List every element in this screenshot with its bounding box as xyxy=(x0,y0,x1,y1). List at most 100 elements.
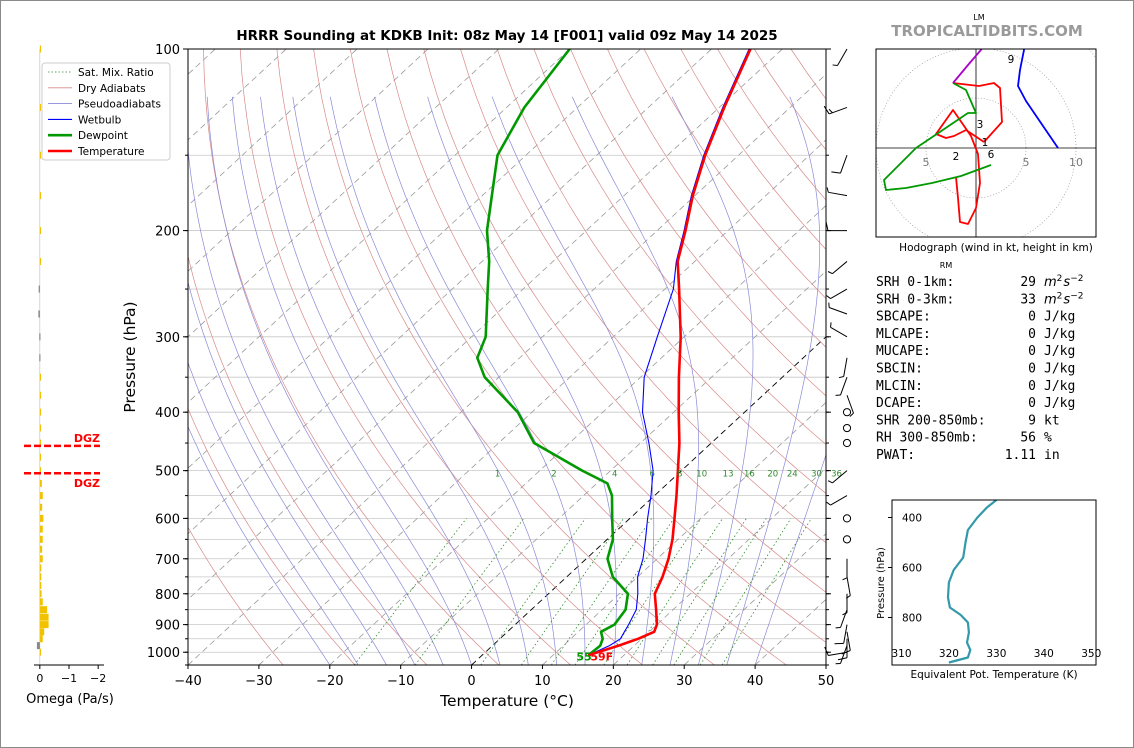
wind-barb-flag xyxy=(826,187,829,193)
omega-bar xyxy=(39,257,42,265)
omega-bar xyxy=(39,648,42,656)
wind-barb-shaft xyxy=(828,191,848,197)
index-label: DCAPE: xyxy=(876,396,923,411)
wind-barb-shaft xyxy=(846,576,851,596)
hodo-height-label: 3 xyxy=(977,119,984,131)
hodo-trace-9+ xyxy=(1017,49,1059,149)
dgz-label: DGZ xyxy=(74,477,100,490)
y-tick-label: 1000 xyxy=(147,646,180,661)
legend-entry: Dewpoint xyxy=(78,130,128,142)
hodo-height-label: 1 xyxy=(982,137,989,149)
index-label: MUCAPE: xyxy=(876,344,931,359)
isotherm-line xyxy=(329,204,826,665)
mixing-ratio-label: 13 xyxy=(723,469,734,479)
isotherm-line xyxy=(754,598,826,665)
legend-entry: Temperature xyxy=(77,146,145,158)
legend-entry: Dry Adiabats xyxy=(78,83,146,95)
unit-exp: 2 xyxy=(1057,274,1063,284)
chart-title: HRRR Sounding at KDKB Init: 08z May 14 [… xyxy=(236,28,777,44)
mixing-ratio-label: 8 xyxy=(677,469,682,479)
index-value: 0 xyxy=(1028,379,1036,394)
mixing-ratio-line xyxy=(721,518,812,665)
x-tick-label: 20 xyxy=(605,674,622,689)
legend-entry: Sat. Mix. Ratio xyxy=(78,67,154,79)
temperature-trace xyxy=(587,49,752,657)
surface-dewpoint-label: 55 xyxy=(576,650,591,663)
dry-adiabat-line xyxy=(386,49,826,643)
dry-adiabat-line xyxy=(901,49,1134,665)
moist-adiabat-line xyxy=(427,96,617,665)
moist-adiabat-line xyxy=(188,280,387,665)
isotherm-line xyxy=(471,336,826,665)
hodo-trace-0-1 xyxy=(935,109,985,225)
isotherm-line xyxy=(542,401,826,665)
mixing-ratio-label: 24 xyxy=(787,469,798,479)
surface-temperature-label: 59F xyxy=(590,650,613,663)
x-tick-label: −10 xyxy=(387,674,414,689)
calm-wind-circle xyxy=(842,408,852,417)
hodo-ring-label: 5 xyxy=(923,156,930,169)
legend: Sat. Mix. Ratio Dry Adiabats Pseudoadiabat… xyxy=(41,62,171,161)
wind-barb-flag xyxy=(845,595,851,599)
omega-bar xyxy=(39,408,42,416)
index-label: RH 300-850mb: xyxy=(876,431,978,446)
theta-x-tick-label: 320 xyxy=(939,648,959,660)
wind-barb-flag xyxy=(849,412,854,417)
dry-adiabat-line xyxy=(643,49,826,299)
index-value: 1.11 xyxy=(1005,448,1036,463)
omega-bar xyxy=(39,373,42,381)
hodo-ring-label: 5 xyxy=(1023,156,1030,169)
x-tick-label: 30 xyxy=(676,674,693,689)
wind-barb-shaft xyxy=(846,631,851,651)
omega-bar xyxy=(39,635,43,643)
index-value: 56 xyxy=(1020,431,1036,446)
x-tick-label: −20 xyxy=(316,674,343,689)
isotherm-line xyxy=(188,49,570,403)
wind-barb-shaft xyxy=(828,106,848,115)
index-label: SBCAPE: xyxy=(876,310,931,325)
omega-bar xyxy=(39,573,42,581)
index-label: SHR 200-850mb: xyxy=(876,413,986,428)
dry-adiabat-line xyxy=(349,49,787,665)
omega-bar xyxy=(39,613,49,621)
hodograph-panel: 5 5 10 1 2 3 6 9 RM LM Hodograph (wind in kt, heig… xyxy=(875,13,1097,270)
isotherm-line xyxy=(188,49,712,535)
index-value: 0 xyxy=(1028,396,1036,411)
theta-plot-area xyxy=(946,500,998,664)
dry-adiabat-line xyxy=(460,49,826,544)
calm-wind-circle xyxy=(842,423,852,433)
omega-bar xyxy=(39,590,42,598)
isotherm-line xyxy=(188,49,358,207)
index-unit: J/kg xyxy=(1044,327,1075,342)
y-tick-label: 800 xyxy=(155,588,180,603)
x-tick-label: −40 xyxy=(174,674,201,689)
index-value: 0 xyxy=(1028,362,1036,377)
index-unit: % xyxy=(1044,431,1052,446)
wind-barb-flag xyxy=(831,171,841,174)
hodo-trace-6-9 xyxy=(952,49,983,84)
wind-barb-flag xyxy=(842,577,848,581)
dry-adiabat-line xyxy=(790,49,826,100)
index-value: 29 xyxy=(1020,275,1036,290)
mixing-ratio-label: 1 xyxy=(495,469,500,479)
moist-adiabat-line xyxy=(260,96,501,665)
isotherm-line xyxy=(188,49,429,272)
omega-bar xyxy=(39,535,43,543)
moist-adiabat-line xyxy=(726,96,821,665)
theta-y-tick-label: 800 xyxy=(902,613,922,625)
wind-barb-shaft xyxy=(840,377,848,396)
omega-bar xyxy=(38,310,40,318)
moist-adiabat-line xyxy=(231,96,472,665)
index-unit: J/kg xyxy=(1044,344,1075,359)
index-label: SBCIN: xyxy=(876,362,923,377)
y-axis-label: Pressure (hPa) xyxy=(121,301,139,412)
omega-panel: DGZ DGZ 0 −1 −2 Omega (Pa/s) xyxy=(24,45,114,707)
index-label: MLCIN: xyxy=(876,379,923,394)
storm-motion-label: LM xyxy=(973,13,984,22)
theta-x-axis-label: Equivalent Pot. Temperature (K) xyxy=(910,669,1077,681)
hodo-plot-area: 5 5 10 1 2 3 6 9 xyxy=(876,49,1096,237)
wind-barb-flag xyxy=(827,271,833,275)
calm-wind-circle xyxy=(842,535,852,544)
moist-adiabat-line xyxy=(491,96,655,665)
